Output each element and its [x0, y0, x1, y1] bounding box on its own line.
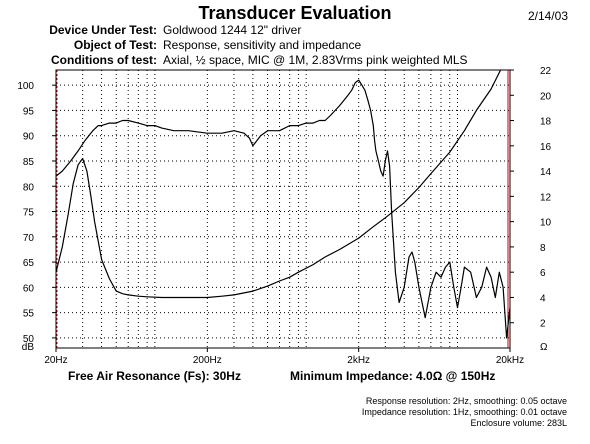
tick-labels: 50 55 60 65 70 75 80 85 90 95 100 dB 2 4 6 8 10 12 14 16 18 2…: [17, 66, 551, 366]
x-tick-label: 20kHz: [496, 355, 524, 366]
note-impedance-resolution: Impedance resolution: 1Hz, smoothing: 0.…: [361, 407, 567, 417]
y-left-tick-label: 90: [23, 132, 35, 143]
object-value: Response, sensitivity and impedance: [163, 38, 362, 52]
y-left-tick-label: 95: [23, 106, 35, 117]
test-date: 2/14/03: [527, 9, 568, 23]
info-row-conditions: Conditions of test: Axial, ½ space, MIC …: [0, 53, 590, 68]
y-right-tick-label: 2: [540, 319, 546, 330]
y-left-tick-label: 55: [23, 309, 35, 320]
y-right-tick-label: 4: [540, 293, 546, 304]
y-left-tick-label: 85: [23, 157, 35, 168]
y-right-tick-label: 18: [540, 117, 552, 128]
y-right-tick-label: 10: [540, 218, 552, 229]
y-left-axis-label: dB: [22, 342, 35, 353]
note-enclosure-volume: Enclosure volume: 283L: [470, 418, 567, 428]
fs-summary: Free Air Resonance (Fs): 30Hz: [68, 369, 241, 383]
note-response-resolution: Response resolution: 2Hz, smoothing: 0.0…: [365, 396, 567, 406]
grid-lines: [56, 70, 510, 348]
y-right-tick-label: 8: [540, 243, 546, 254]
y-right-tick-label: 22: [540, 66, 552, 77]
device-value: Goldwood 1244 12" driver: [163, 23, 302, 37]
y-right-tick-label: 12: [540, 192, 552, 203]
y-right-tick-label: 6: [540, 268, 546, 279]
chart-marks: [55, 69, 511, 349]
zmin-summary: Minimum Impedance: 4.0Ω @ 150Hz: [290, 369, 496, 383]
test-info: Device Under Test: Goldwood 1244 12" dri…: [0, 23, 590, 68]
measurement-notes: Response resolution: 2Hz, smoothing: 0.0…: [362, 396, 567, 429]
x-tick-label: 2kHz: [347, 355, 370, 366]
object-label: Object of Test:: [73, 38, 157, 52]
info-row-device: Device Under Test: Goldwood 1244 12" dri…: [0, 23, 590, 38]
y-left-tick-label: 60: [23, 283, 35, 294]
x-tick-label: 200Hz: [193, 355, 222, 366]
y-right-tick-label: 20: [540, 91, 552, 102]
device-label: Device Under Test:: [49, 23, 157, 37]
conditions-value: Axial, ½ space, MIC @ 1M, 2.83Vrms pink …: [163, 53, 468, 67]
y-left-tick-label: 80: [23, 182, 35, 193]
impedance-line: [56, 70, 502, 299]
chart-title: Transducer Evaluation: [198, 3, 392, 23]
y-left-tick-label: 75: [23, 208, 35, 219]
y-right-tick-label: 16: [540, 142, 552, 153]
plot-frame: [55, 69, 511, 349]
info-row-object: Object of Test: Response, sensitivity an…: [0, 38, 590, 53]
x-tick-label: 20Hz: [44, 355, 67, 366]
y-left-tick-label: 65: [23, 258, 35, 269]
conditions-label: Conditions of test:: [51, 53, 157, 67]
y-left-tick-label: 100: [17, 81, 34, 92]
response-line: [56, 79, 510, 339]
y-left-tick-label: 50: [23, 334, 35, 345]
y-right-tick-label: 14: [540, 167, 552, 178]
y-left-tick-label: 70: [23, 233, 35, 244]
y-right-axis-label: Ω: [540, 342, 548, 353]
